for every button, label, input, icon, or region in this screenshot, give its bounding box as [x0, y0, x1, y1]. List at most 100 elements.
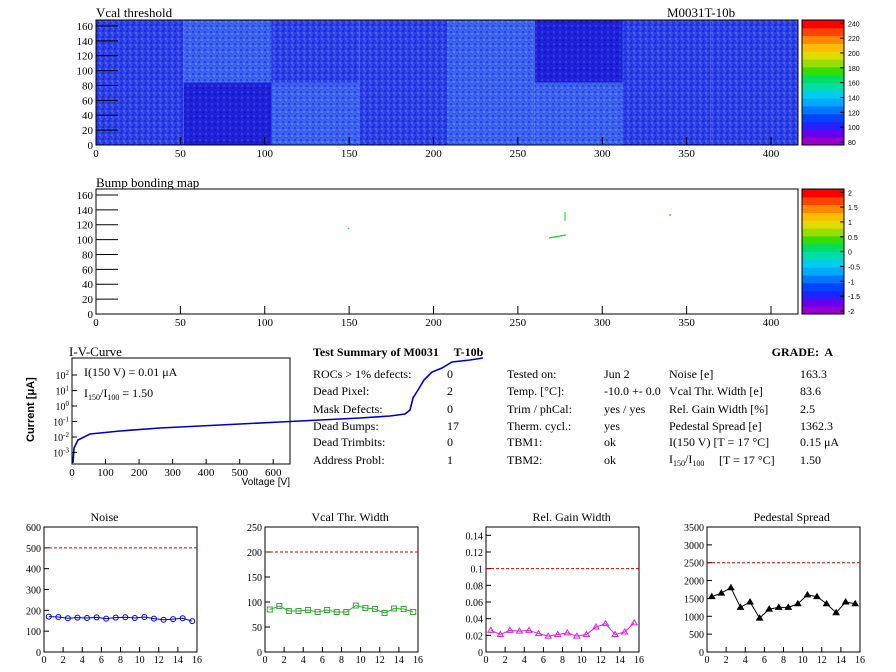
- palette-band: [802, 20, 844, 29]
- map-ytick-label: 80: [82, 249, 94, 261]
- summary-label: Therm. cycl.:: [507, 419, 571, 433]
- data-point: [381, 610, 388, 616]
- data-point: [774, 603, 783, 610]
- bump-axes: 0 50 100 150 200 250 300 350 400 0 20 40 60 80 100 120 1…: [77, 190, 780, 329]
- chart-xtick-label: 2: [503, 655, 508, 666]
- summary-value: ok: [604, 453, 616, 467]
- roc-cell: [710, 20, 798, 83]
- palette-label: -2: [848, 309, 854, 316]
- palette-label: 2: [848, 190, 852, 197]
- chart-xtick-label: 4: [301, 655, 306, 666]
- palette-label: 120: [848, 110, 860, 117]
- chart-ytick-label: 150: [247, 573, 262, 584]
- iv-xlabel: Voltage [V]: [242, 477, 291, 488]
- palette-band: [802, 228, 844, 237]
- summary-chart: Vcal Thr. Width 0 2 4 6 8 10 12 14 16 0 50 100 150 200…: [247, 510, 423, 666]
- data-point: [544, 632, 553, 639]
- roc-cell: [183, 20, 272, 83]
- chart-ytick-label: 0.14: [466, 531, 484, 542]
- palette-label: -1: [848, 279, 854, 286]
- data-point: [727, 583, 735, 591]
- chart-ytick-label: 0: [257, 648, 262, 659]
- data-point: [572, 632, 581, 639]
- map-ytick-label: 40: [82, 279, 94, 291]
- data-point: [55, 614, 62, 620]
- roc-cell: [534, 82, 623, 145]
- map-xtick-label: 250: [510, 317, 527, 329]
- data-point: [784, 603, 793, 610]
- summary-label: Pedestal Spread [e]: [669, 419, 762, 433]
- chart-ytick-label: 0.06: [466, 598, 484, 609]
- summary-label: ROCs > 1% defects:: [313, 367, 411, 381]
- palette-label: 200: [848, 51, 860, 58]
- roc-cell: [96, 82, 184, 145]
- summary-label: I(150 V) [T = 17 °C]: [669, 435, 769, 449]
- data-point: [189, 618, 196, 625]
- module-id: M0031T-10b: [667, 5, 735, 20]
- chart-ytick-label: 1500: [684, 594, 704, 605]
- data-point: [391, 605, 398, 612]
- data-point: [515, 627, 524, 634]
- map-xtick-label: 400: [763, 317, 780, 329]
- chart-xtick-label: 6: [99, 655, 104, 666]
- palette-label: 100: [848, 125, 860, 132]
- iv-title: I-V-Curve: [69, 344, 122, 359]
- data-point: [324, 607, 331, 613]
- palette-band: [802, 90, 844, 99]
- data-point: [534, 629, 543, 637]
- palette-band: [802, 98, 844, 107]
- chart-xtick-label: 0: [42, 655, 47, 666]
- summary-value: 163.3: [800, 367, 827, 381]
- data-point: [333, 609, 340, 615]
- dead-bump-mark: [548, 234, 567, 239]
- chart-ytick-label: 400: [26, 565, 41, 576]
- palette-band: [802, 235, 844, 245]
- palette-band: [802, 59, 844, 68]
- chart-xtick-label: 8: [339, 655, 344, 666]
- map-xtick-label: 250: [510, 148, 527, 160]
- palette-band: [802, 129, 844, 138]
- ratio-label-prefix: I150/I100: [669, 452, 704, 468]
- data-point: [295, 608, 302, 614]
- iv-xtick-label: 300: [164, 467, 181, 479]
- summary-value: 17: [447, 419, 459, 433]
- data-point: [84, 615, 91, 622]
- data-point: [64, 615, 71, 622]
- chart-xtick-label: 10: [798, 655, 808, 666]
- data-point: [717, 589, 726, 596]
- chart-xtick-label: 16: [192, 655, 202, 666]
- summary-value: 0.15 μA: [800, 435, 839, 449]
- data-point: [563, 628, 572, 636]
- palette-band: [802, 35, 844, 44]
- palette-band: [802, 105, 844, 115]
- palette-band: [802, 137, 844, 146]
- summary-label: [T = 17 °C]: [719, 453, 775, 467]
- data-point: [592, 623, 600, 630]
- map-xtick-label: 100: [257, 148, 274, 160]
- chart-frame: [485, 526, 640, 653]
- chart-xtick-label: 12: [596, 655, 606, 666]
- iv-xtick-label: 600: [265, 467, 282, 479]
- data-point: [285, 608, 292, 614]
- iv-xtick-label: 500: [231, 467, 248, 479]
- palette-band: [802, 282, 844, 292]
- map-ytick-label: 140: [77, 36, 94, 48]
- palette-band: [802, 298, 844, 307]
- summary-value: 1.50: [800, 453, 821, 467]
- summary-value: yes: [604, 419, 620, 433]
- iv-ylabel: Current [μA]: [25, 377, 37, 442]
- chart-xtick-label: 0: [263, 655, 268, 666]
- palette-label: 1: [848, 220, 852, 227]
- summary-value: 0: [447, 435, 453, 449]
- vcal-threshold-map: Vcal threshold M0031T-10b 0 50 100 150 200 25…: [77, 5, 860, 160]
- chart-xtick-label: 2: [724, 655, 729, 666]
- dead-bump-mark: [347, 227, 350, 230]
- map-xtick-label: 0: [93, 317, 99, 329]
- chart-title: Pedestal Spread: [754, 510, 830, 524]
- iv-ytick-label: 102: [56, 369, 70, 382]
- palette-label: -1.5: [848, 294, 860, 301]
- chart-xtick-label: 14: [394, 655, 404, 666]
- chart-ytick-label: 3500: [684, 523, 704, 534]
